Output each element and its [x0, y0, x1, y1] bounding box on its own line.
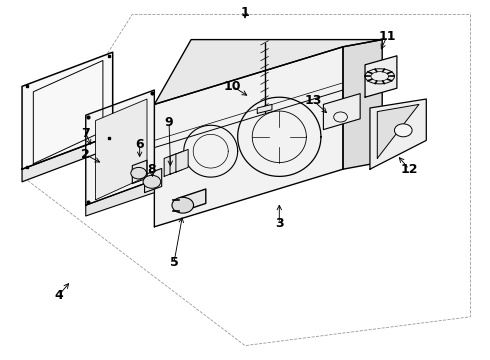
- Circle shape: [143, 175, 161, 188]
- Text: 6: 6: [135, 138, 144, 150]
- Polygon shape: [164, 154, 176, 176]
- Text: 11: 11: [378, 30, 396, 42]
- Polygon shape: [154, 47, 343, 227]
- Polygon shape: [257, 104, 272, 113]
- Polygon shape: [86, 90, 154, 205]
- Text: 10: 10: [224, 80, 242, 93]
- Polygon shape: [365, 56, 397, 97]
- Polygon shape: [170, 152, 182, 174]
- Polygon shape: [145, 168, 162, 193]
- Polygon shape: [176, 149, 188, 172]
- Circle shape: [131, 167, 147, 179]
- Circle shape: [334, 112, 347, 122]
- Polygon shape: [370, 99, 426, 169]
- Polygon shape: [132, 160, 147, 184]
- Polygon shape: [22, 52, 113, 169]
- Circle shape: [172, 197, 194, 213]
- Polygon shape: [179, 189, 206, 212]
- Text: 12: 12: [400, 163, 418, 176]
- Text: 7: 7: [81, 127, 90, 140]
- Text: 2: 2: [81, 148, 90, 161]
- Text: 9: 9: [165, 116, 173, 129]
- Circle shape: [394, 124, 412, 137]
- Text: 4: 4: [54, 289, 63, 302]
- Polygon shape: [323, 94, 360, 130]
- Polygon shape: [154, 40, 382, 104]
- Polygon shape: [377, 104, 419, 158]
- Text: 1: 1: [241, 6, 249, 19]
- Polygon shape: [343, 40, 382, 169]
- Text: 13: 13: [305, 94, 322, 107]
- Polygon shape: [22, 135, 113, 182]
- Text: 5: 5: [170, 256, 178, 269]
- Text: 8: 8: [147, 163, 156, 176]
- Polygon shape: [86, 180, 154, 216]
- Polygon shape: [96, 99, 147, 200]
- Text: 3: 3: [275, 217, 284, 230]
